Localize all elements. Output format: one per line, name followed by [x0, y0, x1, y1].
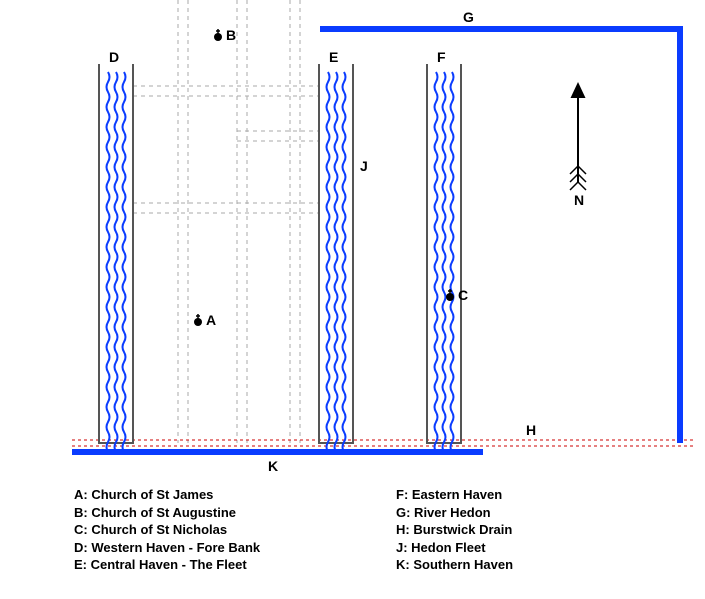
legend-item: B: Church of St Augustine — [74, 504, 260, 522]
label-h: H — [526, 422, 536, 438]
legend-item: E: Central Haven - The Fleet — [74, 556, 260, 574]
label-n: N — [574, 192, 584, 208]
legend-item: C: Church of St Nicholas — [74, 521, 260, 539]
legend-item: H: Burstwick Drain — [396, 521, 513, 539]
legend-item: D: Western Haven - Fore Bank — [74, 539, 260, 557]
label-g: G — [463, 9, 474, 25]
label-k: K — [268, 458, 278, 474]
diagram-canvas: D E F G H J K N A B C A: Church of St Ja… — [0, 0, 705, 599]
legend-item: J: Hedon Fleet — [396, 539, 513, 557]
label-f: F — [437, 49, 446, 65]
legend-item: F: Eastern Haven — [396, 486, 513, 504]
marker-label-a: A — [206, 312, 216, 328]
marker-label-c: C — [458, 287, 468, 303]
legend-item: A: Church of St James — [74, 486, 260, 504]
label-d: D — [109, 49, 119, 65]
label-e: E — [329, 49, 338, 65]
legend-item: G: River Hedon — [396, 504, 513, 522]
legend-item: K: Southern Haven — [396, 556, 513, 574]
legend-right: F: Eastern HavenG: River HedonH: Burstwi… — [396, 486, 513, 574]
marker-label-b: B — [226, 27, 236, 43]
legend-left: A: Church of St JamesB: Church of St Aug… — [74, 486, 260, 574]
label-j: J — [360, 158, 368, 174]
